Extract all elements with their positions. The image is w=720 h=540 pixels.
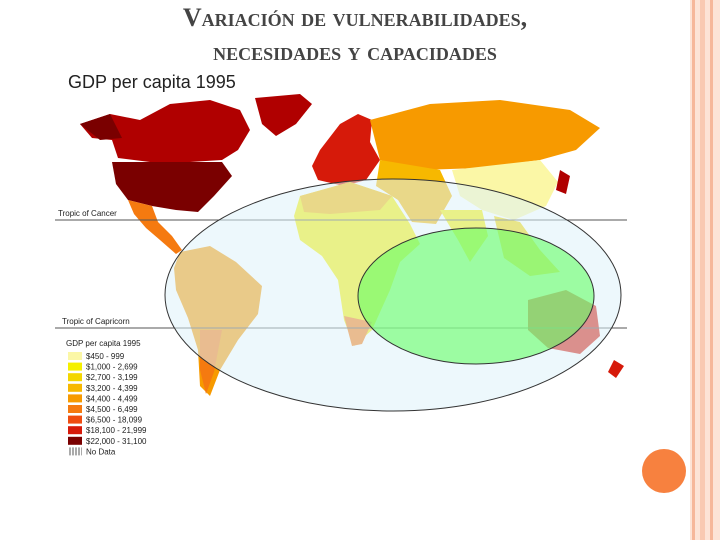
legend-swatch bbox=[68, 362, 82, 371]
land bbox=[312, 114, 380, 186]
legend-swatch bbox=[68, 394, 82, 403]
legend-label: $1,000 - 2,699 bbox=[86, 363, 138, 372]
legend-swatch bbox=[68, 415, 82, 424]
slide-title: necesidades y capacidades bbox=[213, 37, 497, 66]
legend-label: $18,100 - 21,999 bbox=[86, 426, 147, 435]
legend-swatch bbox=[68, 352, 82, 360]
highlight-ellipse bbox=[357, 227, 595, 365]
legend-title: GDP per capita 1995 bbox=[66, 339, 141, 348]
legend-swatch bbox=[68, 405, 82, 413]
legend: GDP per capita 1995 $450 - 999 $1,000 - 2… bbox=[66, 339, 147, 456]
land bbox=[128, 200, 182, 254]
legend-swatch bbox=[68, 373, 82, 382]
map-title: GDP per capita 1995 bbox=[68, 72, 236, 92]
land bbox=[112, 162, 232, 212]
legend-label: $6,500 - 18,099 bbox=[86, 416, 143, 425]
legend-label: No Data bbox=[86, 447, 116, 456]
tropic-label: Tropic of Cancer bbox=[58, 209, 117, 218]
legend-swatch bbox=[68, 383, 82, 392]
land bbox=[255, 94, 312, 136]
legend-swatch bbox=[68, 426, 82, 435]
land bbox=[608, 360, 624, 378]
legend-label: $4,400 - 4,499 bbox=[86, 394, 138, 403]
legend-label: $4,500 - 6,499 bbox=[86, 405, 138, 414]
legend-label: $2,700 - 3,199 bbox=[86, 373, 138, 382]
legend-swatch bbox=[68, 447, 82, 456]
border-stripe bbox=[692, 0, 695, 540]
land bbox=[80, 114, 122, 140]
land bbox=[80, 100, 250, 162]
legend-label: $22,000 - 31,100 bbox=[86, 437, 147, 446]
slide-title: Variación de vulnerabilidades, bbox=[183, 3, 527, 32]
land bbox=[556, 170, 570, 194]
land bbox=[370, 100, 600, 170]
legend-label: $3,200 - 4,399 bbox=[86, 384, 138, 393]
border-stripe bbox=[710, 0, 713, 540]
tropic-label: Tropic of Capricorn bbox=[62, 317, 130, 326]
border-stripe bbox=[700, 0, 705, 540]
legend-label: $450 - 999 bbox=[86, 352, 125, 361]
legend-swatch bbox=[68, 436, 82, 445]
decor-circle bbox=[642, 449, 686, 493]
